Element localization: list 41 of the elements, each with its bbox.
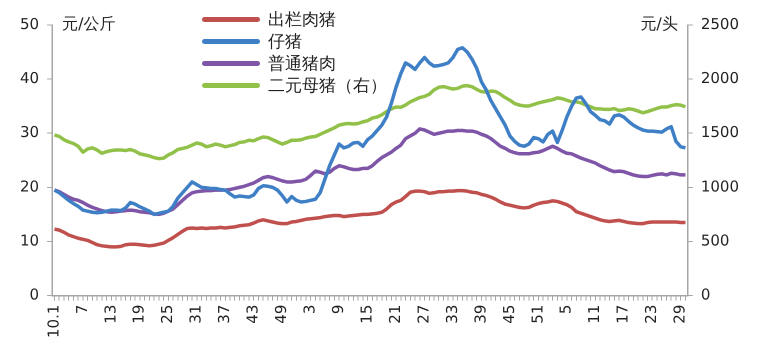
y2-tick-label: 1500 [700,123,740,142]
x-tick-label: 25 [158,304,176,324]
x-tick-label: 5 [556,304,575,314]
y2-tick-label: 0 [700,285,710,304]
y-axis-title: 元/公斤 [62,14,116,34]
y-tick-label: 20 [20,177,40,196]
legend-label: 出栏肉猪 [268,8,336,30]
y2-tick-label: 1000 [700,177,740,196]
x-tick-label: 43 [244,304,262,324]
x-tick-label: 23 [642,304,660,324]
x-tick-label: 11 [585,304,604,324]
legend-label: 普通猪肉 [268,52,336,74]
x-tick-label: 49 [272,304,290,324]
y-tick-label: 40 [20,69,40,88]
x-tick-label: 9 [329,304,348,314]
legend-label: 仔猪 [268,30,302,52]
y-tick-label: 30 [20,123,40,142]
x-tick-label: 17 [614,304,632,324]
x-tick-label: 19 [130,304,148,324]
y2-tick-label: 2500 [700,14,740,33]
y2-tick-label: 2000 [700,69,740,88]
y-tick-label: 10 [20,231,40,250]
x-tick-label: 21 [386,304,404,324]
x-tick-label: 39 [471,304,490,324]
x-tick-label: 10.1 [44,304,62,338]
x-tick-label: 15 [357,304,376,324]
x-tick-label: 13 [101,304,120,324]
x-tick-label: 33 [442,304,461,324]
x-tick-label: 51 [528,304,546,324]
y2-tick-label: 500 [700,231,730,250]
x-tick-label: 45 [500,304,518,324]
x-tick-label: 37 [215,304,234,324]
y-tick-label: 50 [20,14,40,33]
x-tick-label: 3 [300,304,319,314]
x-tick-label: 27 [414,304,432,324]
y-tick-label: 0 [30,285,40,304]
x-tick-label: 29 [670,304,689,324]
x-tick-label: 7 [72,304,91,314]
x-tick-label: 31 [186,304,205,324]
y2-axis-title: 元/头 [640,14,678,34]
legend-label: 二元母猪（右） [268,74,388,96]
